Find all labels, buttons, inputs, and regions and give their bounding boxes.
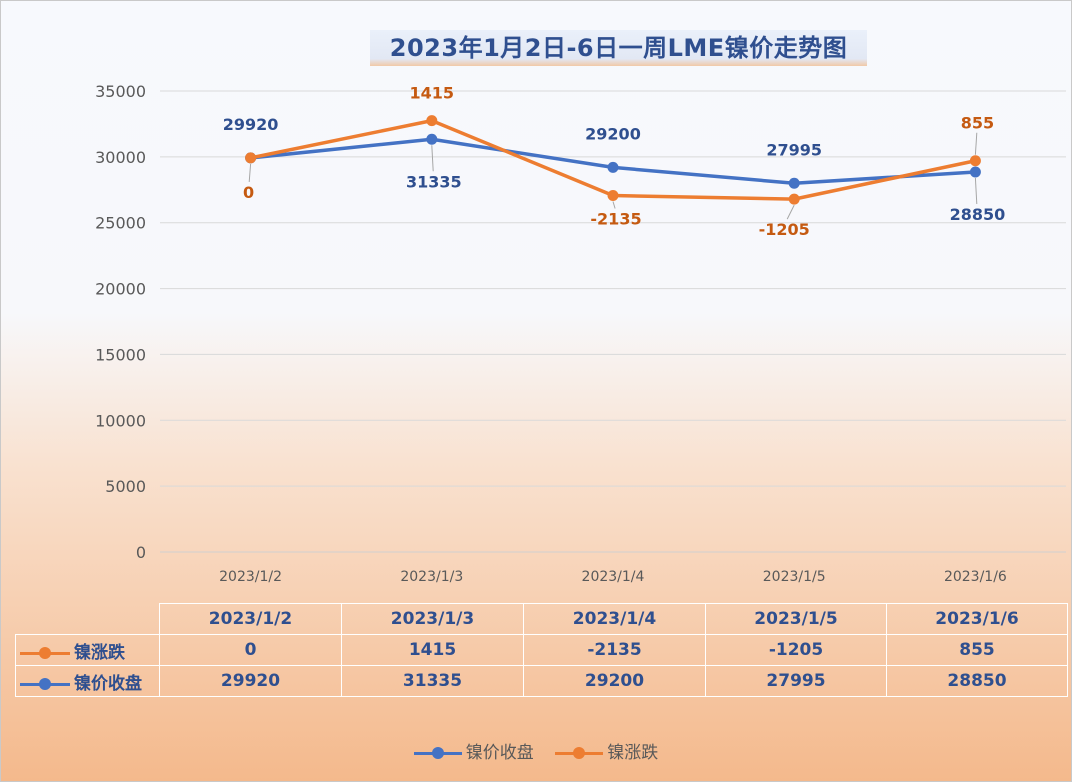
legend: 镍价收盘 镍涨跌 — [0, 738, 1072, 763]
legend-item-change[interactable]: 镍涨跌 — [555, 738, 658, 763]
data-labels: 29920 31335 29200 27995 28850 0 1415 -2135 -1205… — [223, 84, 1005, 240]
blue-line-marker-icon — [20, 677, 70, 690]
table-header-row: 2023/1/2 2023/1/3 2023/1/4 2023/1/5 2023… — [15, 603, 1068, 635]
y-axis-ticks: 0 5000 10000 15000 20000 25000 30000 35000 — [95, 82, 146, 562]
table-header-cell: 2023/1/4 — [523, 603, 706, 635]
blue-line-marker-icon — [413, 747, 462, 759]
data-label: 1415 — [410, 84, 455, 103]
orange-line-marker-icon — [20, 646, 70, 659]
table-header-cell: 2023/1/6 — [886, 603, 1068, 635]
data-point — [788, 177, 800, 189]
leader-line — [612, 201, 616, 209]
label-leader-lines — [248, 132, 978, 220]
data-point — [607, 161, 619, 173]
table-cell: 855 — [886, 634, 1068, 666]
data-label: 27995 — [766, 140, 822, 159]
data-label: 31335 — [406, 172, 462, 191]
series-line — [248, 137, 978, 186]
row-header-change: 镍涨跌 — [15, 634, 160, 666]
row-label: 镍涨跌 — [74, 642, 125, 663]
table-header-cell: 2023/1/5 — [705, 603, 887, 635]
x-axis-ticks: 2023/1/2 2023/1/3 2023/1/4 2023/1/5 2023/1/6 — [219, 569, 1007, 585]
data-point — [426, 133, 438, 145]
orange-line-marker-icon — [555, 747, 604, 759]
y-tick-label: 5000 — [105, 477, 146, 496]
table-cell: 31335 — [341, 665, 524, 697]
legend-item-close[interactable]: 镍价收盘 — [413, 738, 534, 763]
table-cell: 1415 — [341, 634, 524, 666]
table-row-change: 镍涨跌 0 1415 -2135 -1205 855 — [15, 634, 1068, 666]
gridlines — [160, 90, 1066, 553]
table-cell: -1205 — [705, 634, 887, 666]
leader-line — [248, 163, 252, 182]
x-tick-label: 2023/1/5 — [763, 569, 826, 585]
legend-label: 镍涨跌 — [607, 743, 659, 763]
chart-title: 2023年1月2日-6日一周LME镍价走势图 — [370, 30, 867, 66]
table-header-cell: 2023/1/2 — [159, 603, 342, 635]
row-header-close: 镍价收盘 — [15, 665, 160, 697]
data-label: 28850 — [950, 205, 1006, 224]
y-tick-label: 0 — [136, 543, 146, 562]
y-tick-label: 25000 — [95, 214, 146, 233]
leader-line — [974, 132, 978, 155]
data-point — [607, 190, 619, 202]
table-corner — [15, 603, 160, 635]
data-label: 855 — [961, 114, 994, 133]
table-cell: 29200 — [523, 665, 706, 697]
table-cell: 27995 — [705, 665, 887, 697]
table-header-cell: 2023/1/3 — [341, 603, 524, 635]
table-cell: 28850 — [886, 665, 1068, 697]
series-lines — [245, 115, 981, 205]
table-cell: 0 — [159, 634, 342, 666]
data-label: 29920 — [223, 115, 279, 134]
x-tick-label: 2023/1/3 — [400, 569, 463, 585]
data-point — [969, 166, 981, 178]
y-tick-label: 30000 — [95, 148, 146, 167]
table-cell: 29920 — [159, 665, 342, 697]
y-tick-label: 35000 — [95, 82, 146, 101]
data-point — [426, 115, 438, 127]
data-table: 2023/1/2 2023/1/3 2023/1/4 2023/1/5 2023… — [15, 603, 1068, 697]
legend-label: 镍价收盘 — [465, 743, 534, 763]
leader-line — [974, 177, 978, 205]
y-tick-label: 15000 — [95, 345, 146, 364]
data-label: 0 — [243, 183, 254, 202]
y-tick-label: 20000 — [95, 280, 146, 299]
row-label: 镍价收盘 — [74, 673, 142, 694]
table-row-close: 镍价收盘 29920 31335 29200 27995 28850 — [15, 665, 1068, 697]
x-tick-label: 2023/1/6 — [944, 569, 1007, 585]
data-point — [788, 193, 800, 205]
data-label: -1205 — [759, 220, 810, 239]
data-label: 29200 — [585, 124, 641, 143]
y-tick-label: 10000 — [95, 411, 146, 430]
data-label: -2135 — [590, 210, 641, 229]
x-tick-label: 2023/1/4 — [582, 569, 645, 585]
data-point — [245, 152, 257, 164]
leader-line — [431, 145, 434, 172]
table-cell: -2135 — [523, 634, 706, 666]
x-tick-label: 2023/1/2 — [219, 569, 282, 585]
data-point — [969, 155, 981, 167]
leader-line — [786, 204, 795, 220]
